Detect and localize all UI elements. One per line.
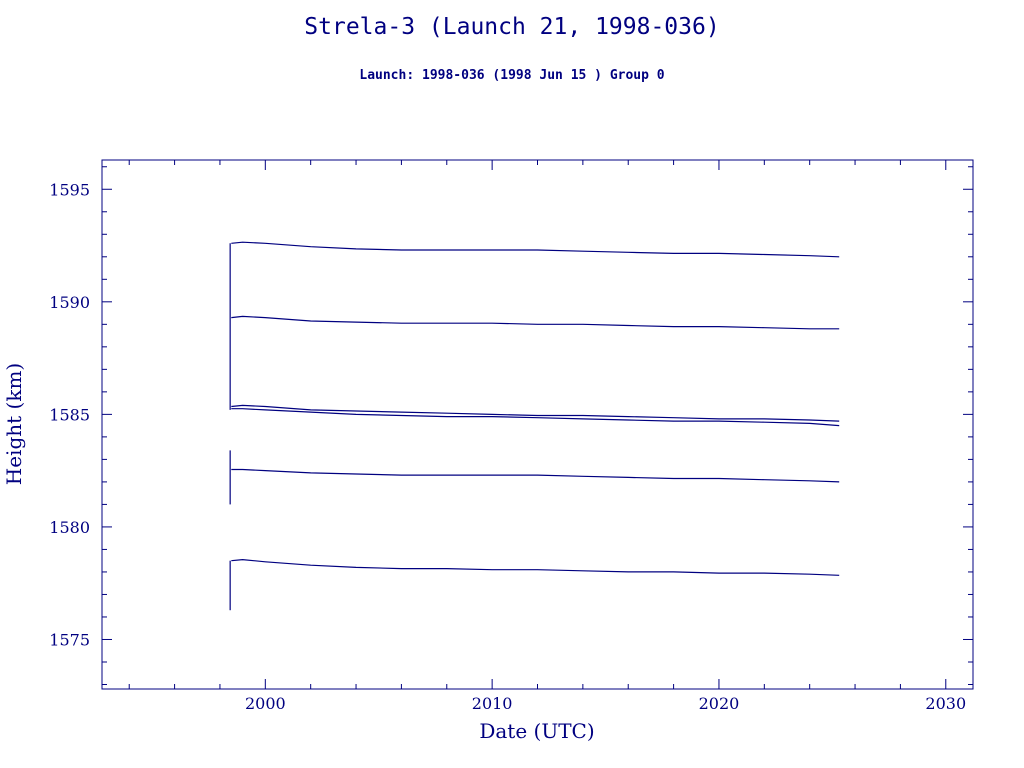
y-axis-label: Height (km) bbox=[2, 363, 26, 485]
x-tick-label: 2020 bbox=[699, 694, 740, 713]
plot-frame bbox=[101, 159, 974, 690]
y-tick-label: 1580 bbox=[49, 518, 90, 537]
series-line-4 bbox=[231, 408, 840, 427]
series-line-3 bbox=[231, 404, 840, 422]
series-line-1 bbox=[231, 241, 840, 258]
x-tick-label: 2010 bbox=[472, 694, 513, 713]
series-line-5 bbox=[231, 468, 840, 483]
series-line-6 bbox=[231, 558, 840, 576]
series-line-2 bbox=[231, 315, 840, 330]
axis-tick-labels: 2000 2010 2020 2030 1575 1580 1585 1590 1595 bbox=[49, 180, 966, 713]
chart-subtitle: Launch: 1998-036 (1998 Jun 15 ) Group 0 bbox=[359, 68, 665, 83]
x-tick-label: 2030 bbox=[925, 694, 966, 713]
axis-ticks bbox=[102, 160, 973, 689]
x-axis-label: Date (UTC) bbox=[479, 719, 594, 743]
y-tick-label: 1595 bbox=[49, 180, 90, 199]
x-tick-label: 2000 bbox=[245, 694, 286, 713]
series-lines bbox=[229, 241, 840, 611]
chart-title: Strela-3 (Launch 21, 1998-036) bbox=[304, 14, 720, 40]
y-tick-label: 1590 bbox=[49, 293, 90, 312]
y-tick-label: 1575 bbox=[49, 630, 90, 649]
y-tick-label: 1585 bbox=[49, 405, 90, 424]
